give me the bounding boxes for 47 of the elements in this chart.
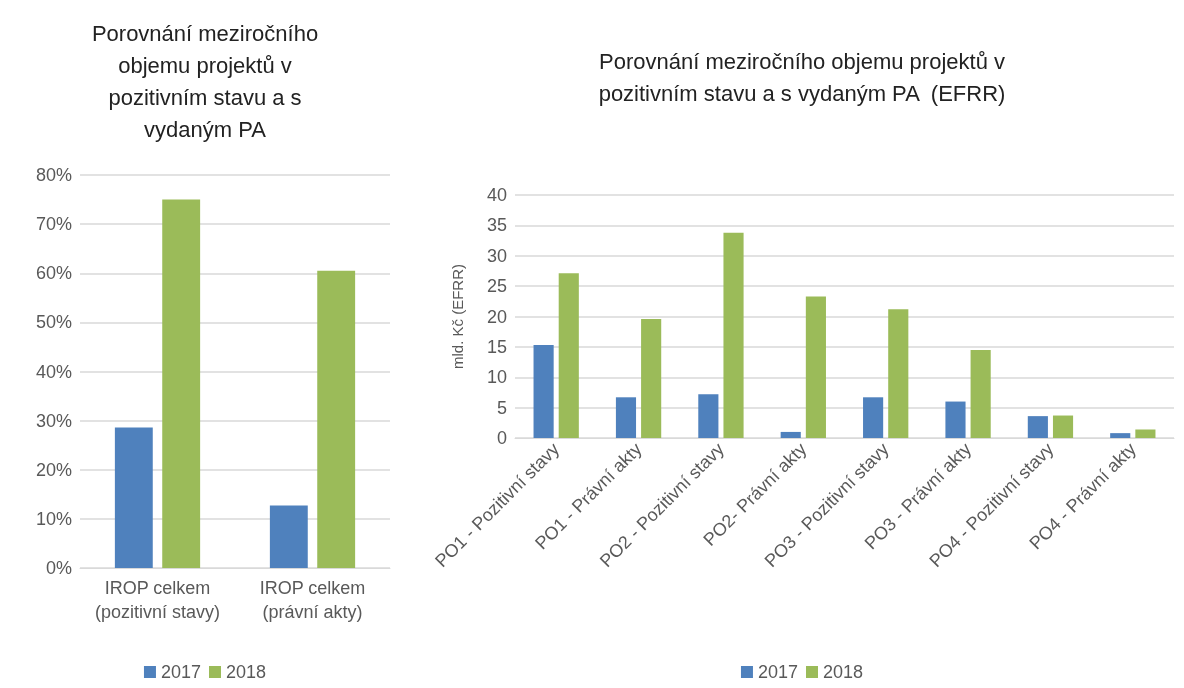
- legend-label: 2018: [226, 662, 267, 682]
- y-tick-label: 5: [496, 397, 507, 418]
- y-tick-label: 40%: [35, 361, 72, 382]
- bar: [888, 309, 909, 438]
- bar: [317, 270, 356, 568]
- y-tick-label: 40: [486, 185, 507, 205]
- bar: [558, 273, 579, 438]
- y-tick-label: 50%: [35, 312, 72, 333]
- bar: [114, 427, 153, 568]
- legend-label: 2018: [823, 662, 864, 682]
- chart-title: Porovnání meziročního objemu projektů v pozitivním stavu a s vydaným PA (EFRR): [598, 48, 1006, 106]
- bar: [1110, 433, 1131, 438]
- y-tick-label: 30: [486, 245, 507, 266]
- bar: [970, 349, 991, 438]
- y-tick-label: 15: [486, 336, 507, 357]
- bar: [533, 345, 554, 438]
- bar: [863, 397, 884, 438]
- y-tick-label: 20%: [35, 459, 72, 480]
- bar: [1135, 429, 1156, 438]
- y-tick-label: 10%: [35, 508, 72, 529]
- y-tick-label: 60%: [35, 263, 72, 284]
- bar: [945, 401, 966, 438]
- bar: [780, 431, 801, 438]
- y-tick-label: 25: [486, 276, 507, 297]
- y-tick-label: 10: [486, 367, 507, 388]
- bar: [805, 296, 826, 438]
- bar: [269, 505, 308, 568]
- bar: [1052, 415, 1074, 438]
- bar: [723, 232, 744, 438]
- y-tick-label: 70%: [35, 214, 72, 235]
- bar: [615, 397, 637, 438]
- y-tick-label: 80%: [35, 165, 72, 185]
- y-tick-label: 30%: [35, 410, 72, 431]
- y-tick-label: 0: [496, 428, 507, 448]
- y-tick-label: 20: [486, 306, 507, 327]
- bar: [1027, 416, 1048, 438]
- y-axis-title: mld. Kč (EFRR): [449, 264, 466, 369]
- y-tick-label: 0%: [45, 558, 72, 578]
- y-tick-label: 35: [486, 215, 507, 236]
- legend-label: 2017: [757, 662, 798, 682]
- x-tick-label: IROP celkem (právní akty): [259, 578, 366, 622]
- chart-title: Porovnání meziročního objemu projektů v pozitivním stavu a s vydaným PA: [91, 20, 319, 142]
- bar: [641, 318, 662, 438]
- legend-label: 2017: [160, 662, 201, 682]
- bar: [162, 199, 201, 568]
- bar: [698, 394, 719, 438]
- x-tick-label: IROP celkem (pozitivní stavy): [94, 578, 221, 622]
